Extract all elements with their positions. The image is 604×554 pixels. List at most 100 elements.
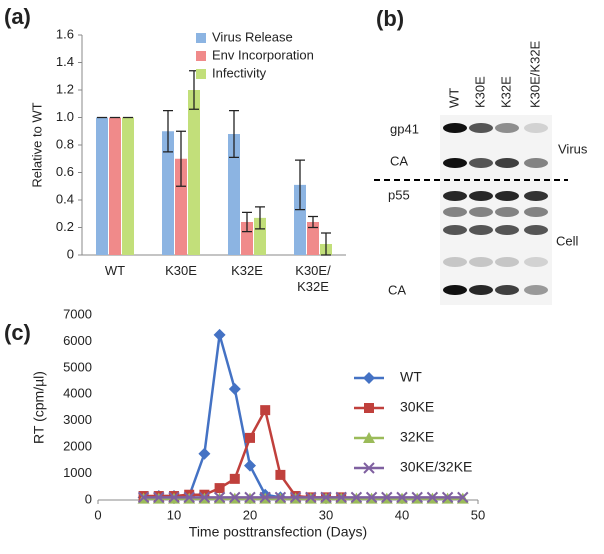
error-bar (295, 159, 305, 211)
band (469, 257, 493, 267)
legend-label: 30KE (400, 399, 434, 415)
bar (109, 117, 121, 255)
panel-label: (b) (376, 6, 404, 31)
band (443, 207, 467, 217)
error-bar (242, 211, 252, 233)
band (443, 191, 467, 201)
legend-label: 32KE (400, 429, 434, 445)
point (350, 491, 363, 504)
point (198, 447, 211, 460)
band (469, 123, 493, 133)
x-tick-label: 40 (395, 507, 409, 522)
band (495, 191, 519, 201)
bar (162, 131, 174, 255)
band (524, 158, 548, 168)
point (320, 491, 332, 504)
band-label: gp41 (390, 121, 419, 136)
band (495, 257, 519, 267)
group-label: Virus (558, 141, 588, 156)
error-bar (229, 109, 239, 159)
point (381, 491, 393, 504)
point (411, 491, 423, 504)
point (229, 491, 241, 504)
band (524, 285, 548, 295)
legend-label: 30KE/32KE (400, 459, 472, 475)
y-tick-label: 0.4 (56, 191, 74, 206)
x-tick-label: 0 (94, 507, 101, 522)
legend-swatch (196, 69, 206, 79)
bar (96, 117, 108, 255)
band (495, 123, 519, 133)
y-tick-label: 3000 (63, 412, 92, 427)
x-tick-label: 50 (471, 507, 485, 522)
band-label: p55 (388, 187, 410, 202)
band (443, 158, 467, 168)
point (137, 491, 150, 504)
band (443, 285, 467, 295)
band (495, 158, 519, 168)
x-tick-label: WT (104, 263, 126, 278)
panel-label: (a) (4, 4, 31, 29)
error-bar (163, 109, 173, 153)
point (214, 483, 225, 494)
y-tick-label: 5000 (63, 359, 92, 374)
point (259, 491, 271, 504)
legend-label: Env Incorporation (212, 47, 314, 62)
error-bar (176, 130, 186, 187)
legend-swatch (196, 33, 206, 43)
error-bar (255, 206, 265, 230)
lane-label: K30E (472, 76, 487, 108)
x-tick-label: 30 (319, 507, 333, 522)
point (457, 491, 469, 504)
point (153, 491, 165, 504)
band (524, 191, 548, 201)
error-bar (308, 215, 318, 229)
y-tick-label: 1000 (63, 465, 92, 480)
band (443, 225, 467, 235)
point (396, 491, 408, 504)
point (244, 459, 256, 472)
band (524, 225, 548, 235)
y-tick-label: 1.2 (56, 81, 74, 96)
band-label: CA (388, 282, 406, 297)
point (213, 491, 226, 504)
band (469, 158, 493, 168)
y-tick-label: 4000 (63, 386, 92, 401)
point (335, 491, 347, 504)
bar (241, 222, 253, 255)
y-tick-label: 6000 (63, 333, 92, 348)
y-tick-label: 1.0 (56, 109, 74, 124)
point (213, 328, 226, 341)
point (260, 405, 271, 416)
y-axis-title: RT (cpm/µl) (31, 371, 47, 444)
band (524, 123, 548, 133)
bar (122, 117, 134, 255)
band (469, 207, 493, 217)
point (183, 491, 195, 504)
y-tick-label: 0 (85, 491, 92, 506)
lane-label: K30E/K32E (527, 40, 542, 108)
legend-swatch (196, 51, 206, 61)
band (495, 207, 519, 217)
point (426, 491, 439, 504)
panel-label: (c) (4, 320, 31, 345)
y-tick-label: 0 (67, 246, 74, 261)
bar (294, 184, 306, 255)
point (245, 432, 255, 443)
x-tick-label: 10 (167, 507, 181, 522)
y-tick-label: 7000 (63, 306, 92, 321)
point (305, 491, 317, 504)
lane-label: K32E (498, 76, 513, 108)
legend-marker (363, 462, 375, 474)
blot: WT K30E K32E K30E/K32E (443, 40, 548, 295)
band (495, 285, 519, 295)
x-tick-label: K32E (231, 263, 263, 278)
x-tick-label: 20 (243, 507, 257, 522)
band (469, 285, 493, 295)
x-tick-label: K30E (165, 263, 197, 278)
band (443, 123, 467, 133)
legend-marker (364, 403, 374, 413)
band (524, 257, 548, 267)
point (441, 491, 454, 504)
